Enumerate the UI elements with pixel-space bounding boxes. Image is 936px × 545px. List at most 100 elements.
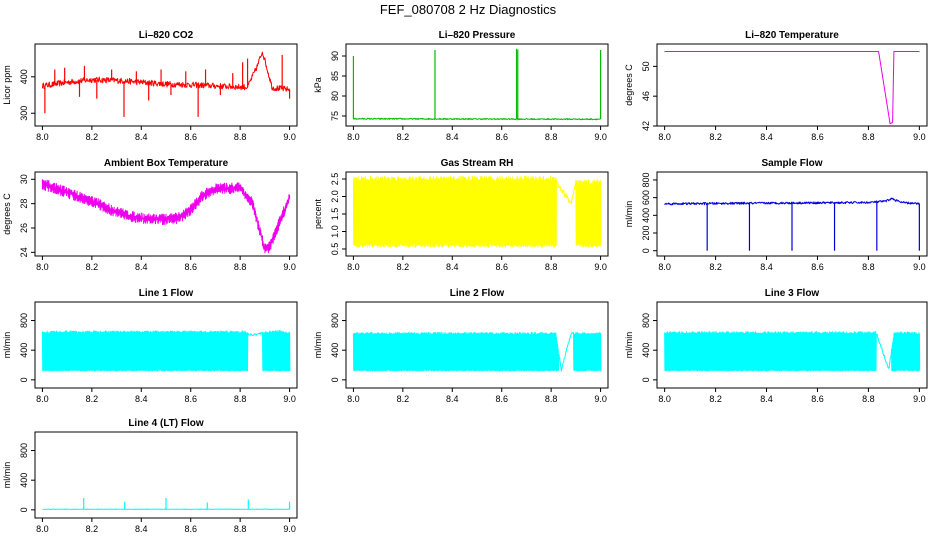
y-axis-label: ml/min — [2, 332, 12, 359]
x-tick-label: 8.6 — [184, 524, 197, 534]
x-tick-label: 8.6 — [184, 394, 197, 404]
y-axis-label: percent — [313, 198, 323, 229]
series-line — [352, 175, 602, 248]
x-tick-label: 9.0 — [594, 394, 607, 404]
x-tick-label: 8.6 — [811, 132, 824, 142]
x-tick-label: 8.8 — [234, 394, 247, 404]
x-tick-label: 8.6 — [184, 132, 197, 142]
y-axis-label: ml/min — [624, 201, 634, 228]
panel-ambient: Ambient Box Temperature degrees C 8.0 8.2 8.… — [2, 158, 298, 272]
y-tick-label: 26 — [19, 223, 29, 233]
plot-frame — [34, 43, 298, 127]
y-tick-label: 0.5 — [330, 243, 340, 256]
y-tick-label: 800 — [19, 443, 29, 458]
figure-title: FEF_080708 2 Hz Diagnostics — [380, 2, 557, 17]
x-tick-label: 8.2 — [86, 262, 99, 272]
y-tick-label: 30 — [19, 174, 29, 184]
y-tick-label: 75 — [330, 111, 340, 121]
panel-line4: Line 4 (LT) Flow ml/min 8.0 8.2 8.4 8.6 8.8 9.0… — [2, 418, 298, 534]
x-tick-label: 8.8 — [862, 132, 875, 142]
y-tick-label: 600 — [641, 190, 651, 205]
y-tick-label: 0 — [641, 248, 651, 253]
x-tick-label: 8.2 — [709, 132, 722, 142]
x-tick-label: 8.8 — [545, 262, 558, 272]
x-tick-label: 8.0 — [658, 132, 671, 142]
x-tick-label: 9.0 — [594, 132, 607, 142]
panel-co2: Li–820 CO2 Licor ppm 8.0 8.2 8.4 8.6 8.8 9.0 300… — [2, 30, 298, 142]
x-tick-label: 8.0 — [658, 262, 671, 272]
x-tick-label: 8.8 — [545, 132, 558, 142]
y-tick-label: 300 — [19, 106, 29, 121]
panel-sample: Sample Flow ml/min 8.0 8.2 8.4 8.6 8.8 9.0 0 200 4… — [624, 158, 928, 272]
y-tick-label: 2.0 — [330, 190, 340, 203]
x-tick-label: 9.0 — [283, 262, 296, 272]
x-tick-label: 8.0 — [347, 394, 360, 404]
x-tick-label: 8.6 — [811, 394, 824, 404]
y-tick-label: 800 — [641, 172, 651, 187]
panel-title: Line 1 Flow — [139, 288, 194, 299]
x-tick-label: 8.6 — [811, 262, 824, 272]
x-tick-label: 9.0 — [913, 394, 926, 404]
x-tick-label: 8.2 — [397, 132, 410, 142]
y-axis-label: ml/min — [624, 332, 634, 359]
series-line — [352, 331, 602, 372]
x-tick-label: 9.0 — [283, 394, 296, 404]
y-tick-label: 200 — [641, 225, 651, 240]
x-tick-label: 8.4 — [760, 394, 773, 404]
x-tick-label: 9.0 — [594, 262, 607, 272]
x-tick-label: 8.2 — [397, 394, 410, 404]
y-tick-label: 0 — [19, 507, 29, 512]
series-line — [664, 51, 920, 125]
series-line — [41, 179, 291, 254]
series-line — [41, 51, 291, 93]
x-tick-label: 8.2 — [709, 394, 722, 404]
x-tick-label: 8.0 — [347, 262, 360, 272]
y-tick-label: 2.5 — [330, 173, 340, 186]
x-tick-label: 8.4 — [135, 394, 148, 404]
y-tick-label: 1.5 — [330, 208, 340, 221]
x-tick-label: 8.0 — [36, 262, 49, 272]
x-tick-label: 8.6 — [495, 132, 508, 142]
x-tick-label: 8.4 — [446, 394, 459, 404]
plot-frame — [656, 171, 928, 257]
plot-frame — [656, 301, 928, 389]
x-tick-label: 8.2 — [709, 262, 722, 272]
y-tick-label: 1.0 — [330, 225, 340, 238]
panel-title: Sample Flow — [761, 158, 822, 169]
x-tick-label: 8.6 — [495, 262, 508, 272]
panel-title: Li–820 CO2 — [139, 30, 194, 41]
y-tick-label: 24 — [19, 247, 29, 257]
y-tick-label: 28 — [19, 199, 29, 209]
x-tick-label: 8.4 — [135, 132, 148, 142]
y-tick-label: 400 — [330, 343, 340, 358]
y-tick-label: 0 — [19, 377, 29, 382]
panel-title: Line 4 (LT) Flow — [128, 418, 204, 429]
panel-temperature: Li–820 Temperature degrees C 8.0 8.2 8.4 8.6 8… — [624, 30, 928, 142]
x-tick-label: 8.8 — [862, 262, 875, 272]
panel-title: Li–820 Pressure — [439, 30, 516, 41]
x-tick-label: 8.6 — [184, 262, 197, 272]
y-axis-label: degrees C — [624, 64, 634, 106]
y-axis-label: ml/min — [313, 332, 323, 359]
y-tick-label: 400 — [641, 343, 651, 358]
series-line — [664, 331, 921, 372]
panel-line3: Line 3 Flow ml/min 8.0 8.2 8.4 8.6 8.8 9.0 0 400 8… — [624, 288, 928, 404]
y-tick-label: 0 — [641, 377, 651, 382]
panel-title: Ambient Box Temperature — [104, 158, 229, 169]
x-tick-label: 8.4 — [760, 132, 773, 142]
panel-title: Gas Stream RH — [441, 158, 514, 169]
panel-rh: Gas Stream RH percent 8.0 8.2 8.4 8.6 8.8 9.0 0.… — [313, 158, 609, 272]
x-tick-label: 9.0 — [913, 132, 926, 142]
x-tick-label: 8.0 — [36, 524, 49, 534]
y-tick-label: 42 — [641, 121, 651, 131]
y-tick-label: 400 — [19, 343, 29, 358]
x-tick-label: 8.0 — [658, 394, 671, 404]
plot-frame — [34, 171, 298, 257]
y-axis-label: Licor ppm — [2, 65, 12, 105]
panel-title: Line 3 Flow — [765, 288, 820, 299]
x-tick-label: 8.2 — [397, 262, 410, 272]
panel-title: Line 2 Flow — [450, 288, 505, 299]
y-tick-label: 80 — [330, 91, 340, 101]
x-tick-label: 8.0 — [36, 132, 49, 142]
